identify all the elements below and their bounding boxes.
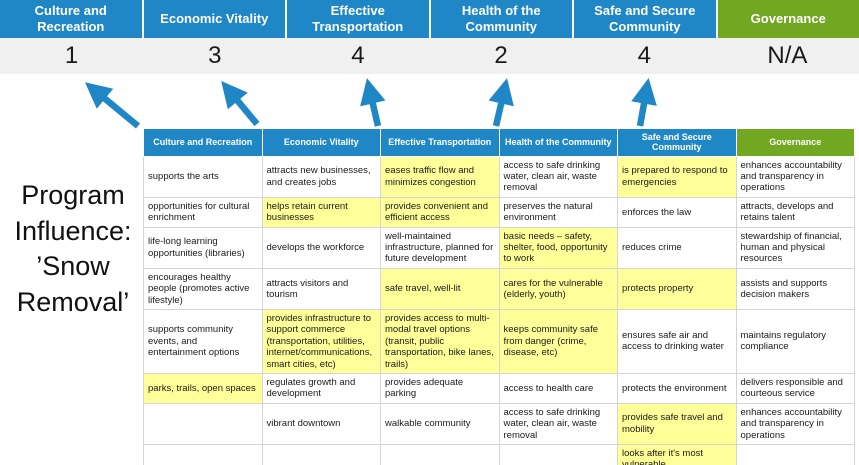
matrix-header-5: Safe and Secure Community	[617, 128, 737, 157]
matrix-cell-r3-c2: develops the workforce	[261, 226, 381, 269]
matrix-cell-r7-c3: walkable community	[380, 402, 500, 445]
table-row: looks after it's most vulnerable	[143, 443, 855, 465]
table-row: parks, trails, open spaces regulates grow…	[143, 372, 855, 404]
matrix-cell-r1-c6: enhances accountability and transparency…	[735, 155, 855, 198]
matrix-cell-r4-c5: protects property	[617, 267, 737, 310]
influence-arrows	[84, 78, 657, 129]
influence-matrix: Culture and Recreation Economic Vitality E…	[143, 128, 855, 465]
matrix-header-1: Culture and Recreation	[143, 128, 263, 157]
matrix-cell-r8-c3	[380, 443, 500, 465]
table-row: encourages healthy people (promotes acti…	[143, 267, 855, 310]
matrix-cell-r6-c3: provides adequate parking	[380, 372, 500, 404]
arrow-up-icon	[631, 78, 657, 127]
banner-category-4: Health of the Community	[430, 0, 572, 38]
matrix-cell-r8-c1	[143, 443, 263, 465]
matrix-cell-r7-c1	[143, 402, 263, 445]
matrix-cell-r7-c2: vibrant downtown	[261, 402, 381, 445]
matrix-header-6: Governance	[735, 128, 855, 157]
matrix-cell-r8-c5: looks after it's most vulnerable	[617, 443, 737, 465]
influence-score-5: 4	[637, 42, 651, 69]
matrix-header-2: Economic Vitality	[261, 128, 381, 157]
matrix-cell-r3-c3: well-maintained infrastructure, planned …	[380, 226, 500, 269]
matrix-cell-r5-c4: keeps community safe from danger (crime,…	[498, 308, 618, 374]
matrix-cell-r6-c4: access to health care	[498, 372, 618, 404]
matrix-cell-r5-c1: supports community events, and entertain…	[143, 308, 263, 374]
arrow-up-icon	[488, 78, 514, 127]
matrix-cell-r4-c2: attracts visitors and tourism	[261, 267, 381, 310]
matrix-cell-r2-c4: preserves the natural environment	[498, 196, 618, 228]
table-row: supports community events, and entertain…	[143, 308, 855, 374]
matrix-cell-r1-c1: supports the arts	[143, 155, 263, 198]
influence-score-3: 4	[351, 42, 365, 69]
banner-category-2: Economic Vitality	[143, 0, 285, 38]
banner-category-5: Safe and Secure Community	[574, 0, 716, 38]
matrix-header-4: Health of the Community	[498, 128, 618, 157]
matrix-cell-r5-c3: provides access to multi-modal travel op…	[380, 308, 500, 374]
arrow-up-icon	[221, 81, 260, 127]
matrix-cell-r2-c3: provides convenient and efficient access	[380, 196, 500, 228]
matrix-cell-r4-c4: cares for the vulnerable (elderly, youth…	[498, 267, 618, 310]
matrix-header-row: Culture and Recreation Economic Vitality E…	[143, 128, 855, 157]
matrix-cell-r3-c5: reduces crime	[617, 226, 737, 269]
matrix-cell-r6-c2: regulates growth and development	[261, 372, 381, 404]
matrix-cell-r8-c4	[498, 443, 618, 465]
matrix-cell-r5-c5: ensures safe air and access to drinking …	[617, 308, 737, 374]
banner-category-6: Governance	[717, 0, 859, 38]
matrix-cell-r6-c5: protects the environment	[617, 372, 737, 404]
matrix-header-3: Effective Transportation	[380, 128, 500, 157]
matrix-cell-r7-c6: enhances accountability and transparency…	[735, 402, 855, 445]
page-title: Program Influence: ’Snow Removal’	[14, 180, 132, 317]
banner-category-3: Effective Transportation	[287, 0, 429, 38]
matrix-cell-r4-c3: safe travel, well-lit	[380, 267, 500, 310]
matrix-cell-r6-c6: delivers responsible and courteous servi…	[735, 372, 855, 404]
matrix-cell-r4-c6: assists and supports decision makers	[735, 267, 855, 310]
matrix-cell-r5-c2: provides infrastructure to support comme…	[261, 308, 381, 374]
matrix-cell-r7-c4: access to safe drinking water, clean air…	[498, 402, 618, 445]
matrix-cell-r1-c2: attracts new businesses, and creates job…	[261, 155, 381, 198]
arrow-up-icon	[360, 78, 386, 127]
matrix-cell-r7-c5: provides safe travel and mobility	[617, 402, 737, 445]
table-row: supports the arts attracts new businesses…	[143, 155, 855, 198]
matrix-cell-r6-c1: parks, trails, open spaces	[143, 372, 263, 404]
influence-score-4: 2	[494, 42, 508, 69]
matrix-cell-r1-c5: is prepared to respond to emergencies	[617, 155, 737, 198]
arrow-up-icon	[84, 82, 141, 129]
influence-score-6: N/A	[767, 42, 808, 69]
matrix-cell-r3-c4: basic needs – safety, shelter, food, opp…	[498, 226, 618, 269]
table-row: life-long learning opportunities (librar…	[143, 226, 855, 269]
matrix-cell-r2-c2: helps retain current businesses	[261, 196, 381, 228]
matrix-cell-r2-c1: opportunities for cultural enrichment	[143, 196, 263, 228]
matrix-cell-r1-c3: eases traffic flow and minimizes congest…	[380, 155, 500, 198]
table-row: vibrant downtown walkable community access…	[143, 402, 855, 445]
score-row: 1 3 4 2 4 N/A	[0, 38, 859, 74]
matrix-cell-r5-c6: maintains regulatory compliance	[735, 308, 855, 374]
matrix-cell-r2-c6: attracts, develops and retains talent	[735, 196, 855, 228]
matrix-cell-r8-c6	[735, 443, 855, 465]
banner-category-1: Culture and Recreation	[0, 0, 142, 38]
matrix-cell-r4-c1: encourages healthy people (promotes acti…	[143, 267, 263, 310]
influence-score-2: 3	[208, 42, 222, 69]
matrix-cell-r1-c4: access to safe drinking water, clean air…	[498, 155, 618, 198]
matrix-cell-r3-c6: stewardship of financial, human and phys…	[735, 226, 855, 269]
matrix-cell-r2-c5: enforces the law	[617, 196, 737, 228]
table-row: opportunities for cultural enrichment hel…	[143, 196, 855, 228]
matrix-cell-r8-c2	[261, 443, 381, 465]
matrix-cell-r3-c1: life-long learning opportunities (librar…	[143, 226, 263, 269]
influence-score-1: 1	[64, 42, 79, 69]
category-banner: Culture and Recreation Economic Vitality E…	[0, 0, 859, 38]
